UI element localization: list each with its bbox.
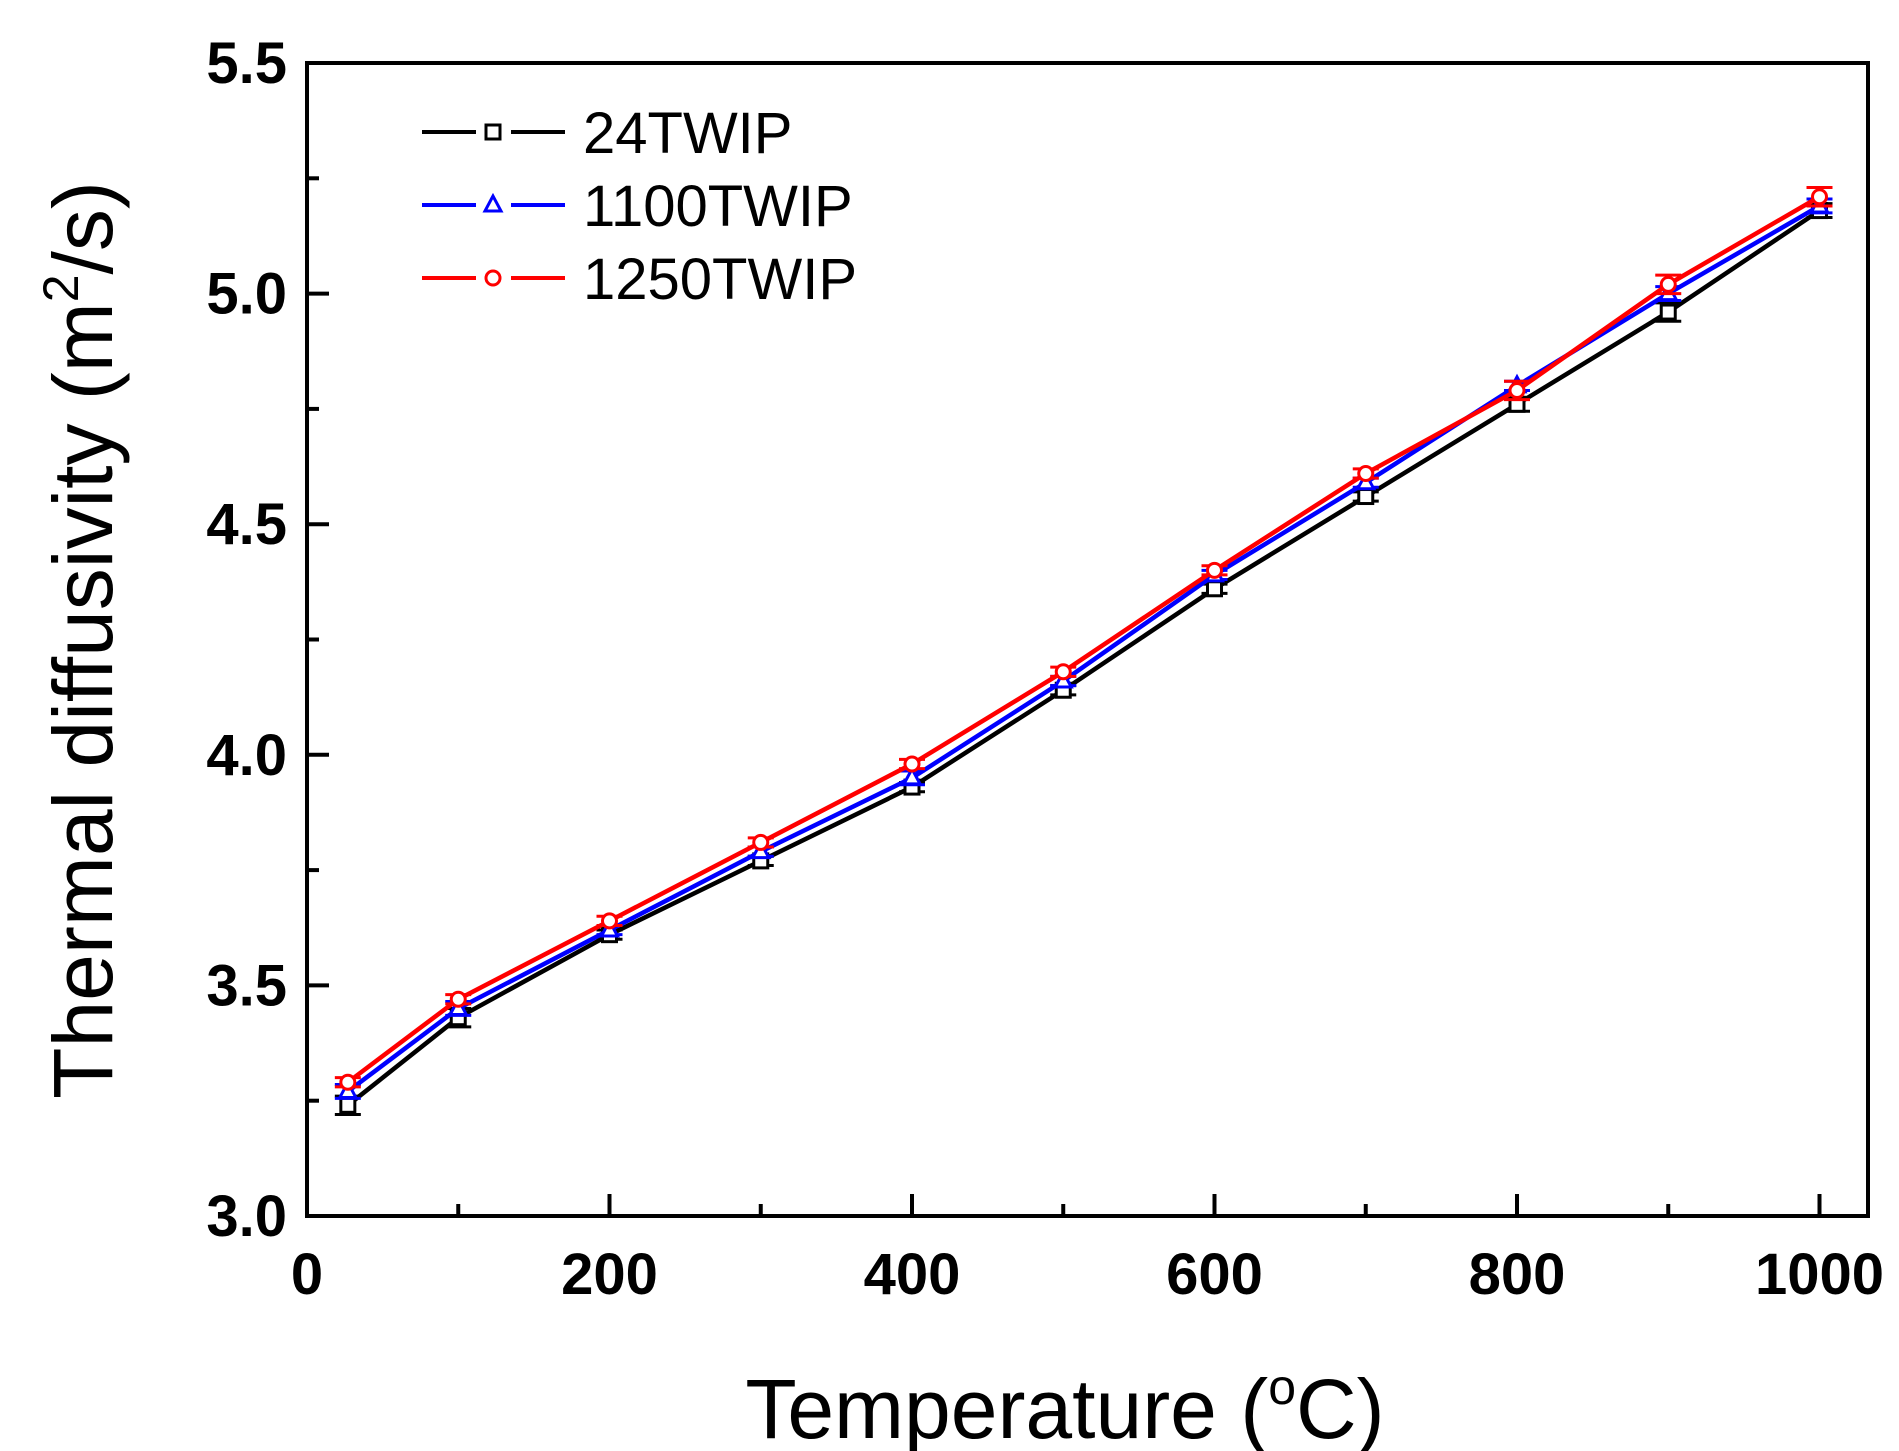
y-tick-labels: 3.0 3.5 4.0 4.5 5.0 5.5 [206, 31, 287, 1249]
x-tick-label: 1000 [1755, 1242, 1884, 1307]
data-point [1206, 580, 1223, 598]
y-tick-label: 4.0 [206, 723, 287, 788]
data-point [1659, 303, 1677, 321]
series-1250TWIP [334, 186, 1833, 1091]
data-point [449, 990, 467, 1008]
data-point [1357, 464, 1375, 482]
legend-label: 1100TWIP [583, 174, 853, 239]
legend: 24TWIP 1100TWIP 1250TWIP [422, 101, 857, 312]
x-axis-title: Temperature (oC) [745, 1359, 1384, 1451]
legend-label: 1250TWIP [583, 247, 857, 312]
legend-entry: 24TWIP [422, 101, 793, 166]
data-point [1357, 488, 1375, 506]
data-point [339, 1073, 357, 1091]
x-tick-label: 800 [1469, 1242, 1566, 1307]
data-point [601, 912, 618, 930]
legend-entry: 1100TWIP [422, 174, 853, 239]
y-tick-label: 5.5 [206, 31, 287, 96]
y-tick-label: 3.0 [206, 1184, 287, 1249]
legend-label: 24TWIP [583, 101, 793, 166]
x-tick-label: 400 [864, 1242, 961, 1307]
data-point [752, 833, 770, 851]
y-tick-label: 5.0 [206, 262, 287, 327]
data-point [1811, 188, 1828, 206]
data-point [339, 1096, 357, 1114]
data-point [1659, 275, 1677, 293]
legend-marker [484, 123, 502, 141]
data-point [903, 755, 921, 773]
data-point [1206, 561, 1223, 579]
x-tick-label: 200 [561, 1242, 658, 1307]
x-tick-label: 0 [291, 1242, 323, 1307]
legend-entry: 1250TWIP [422, 247, 857, 312]
y-axis-title: Thermal diffusivity (m2/s) [33, 181, 130, 1099]
series-layer [334, 186, 1833, 1117]
y-tick-label: 3.5 [206, 953, 287, 1018]
legend-marker [484, 269, 502, 287]
plot-frame [305, 61, 1870, 1218]
data-point [1508, 381, 1526, 399]
y-tick-label: 4.5 [206, 492, 287, 557]
data-point [1054, 663, 1072, 681]
data-point [901, 765, 923, 786]
axis-ticks [305, 61, 1822, 1218]
x-tick-label: 600 [1166, 1242, 1263, 1307]
legend-marker [482, 192, 504, 213]
x-tick-labels: 0 200 400 600 800 1000 [291, 1242, 1884, 1307]
